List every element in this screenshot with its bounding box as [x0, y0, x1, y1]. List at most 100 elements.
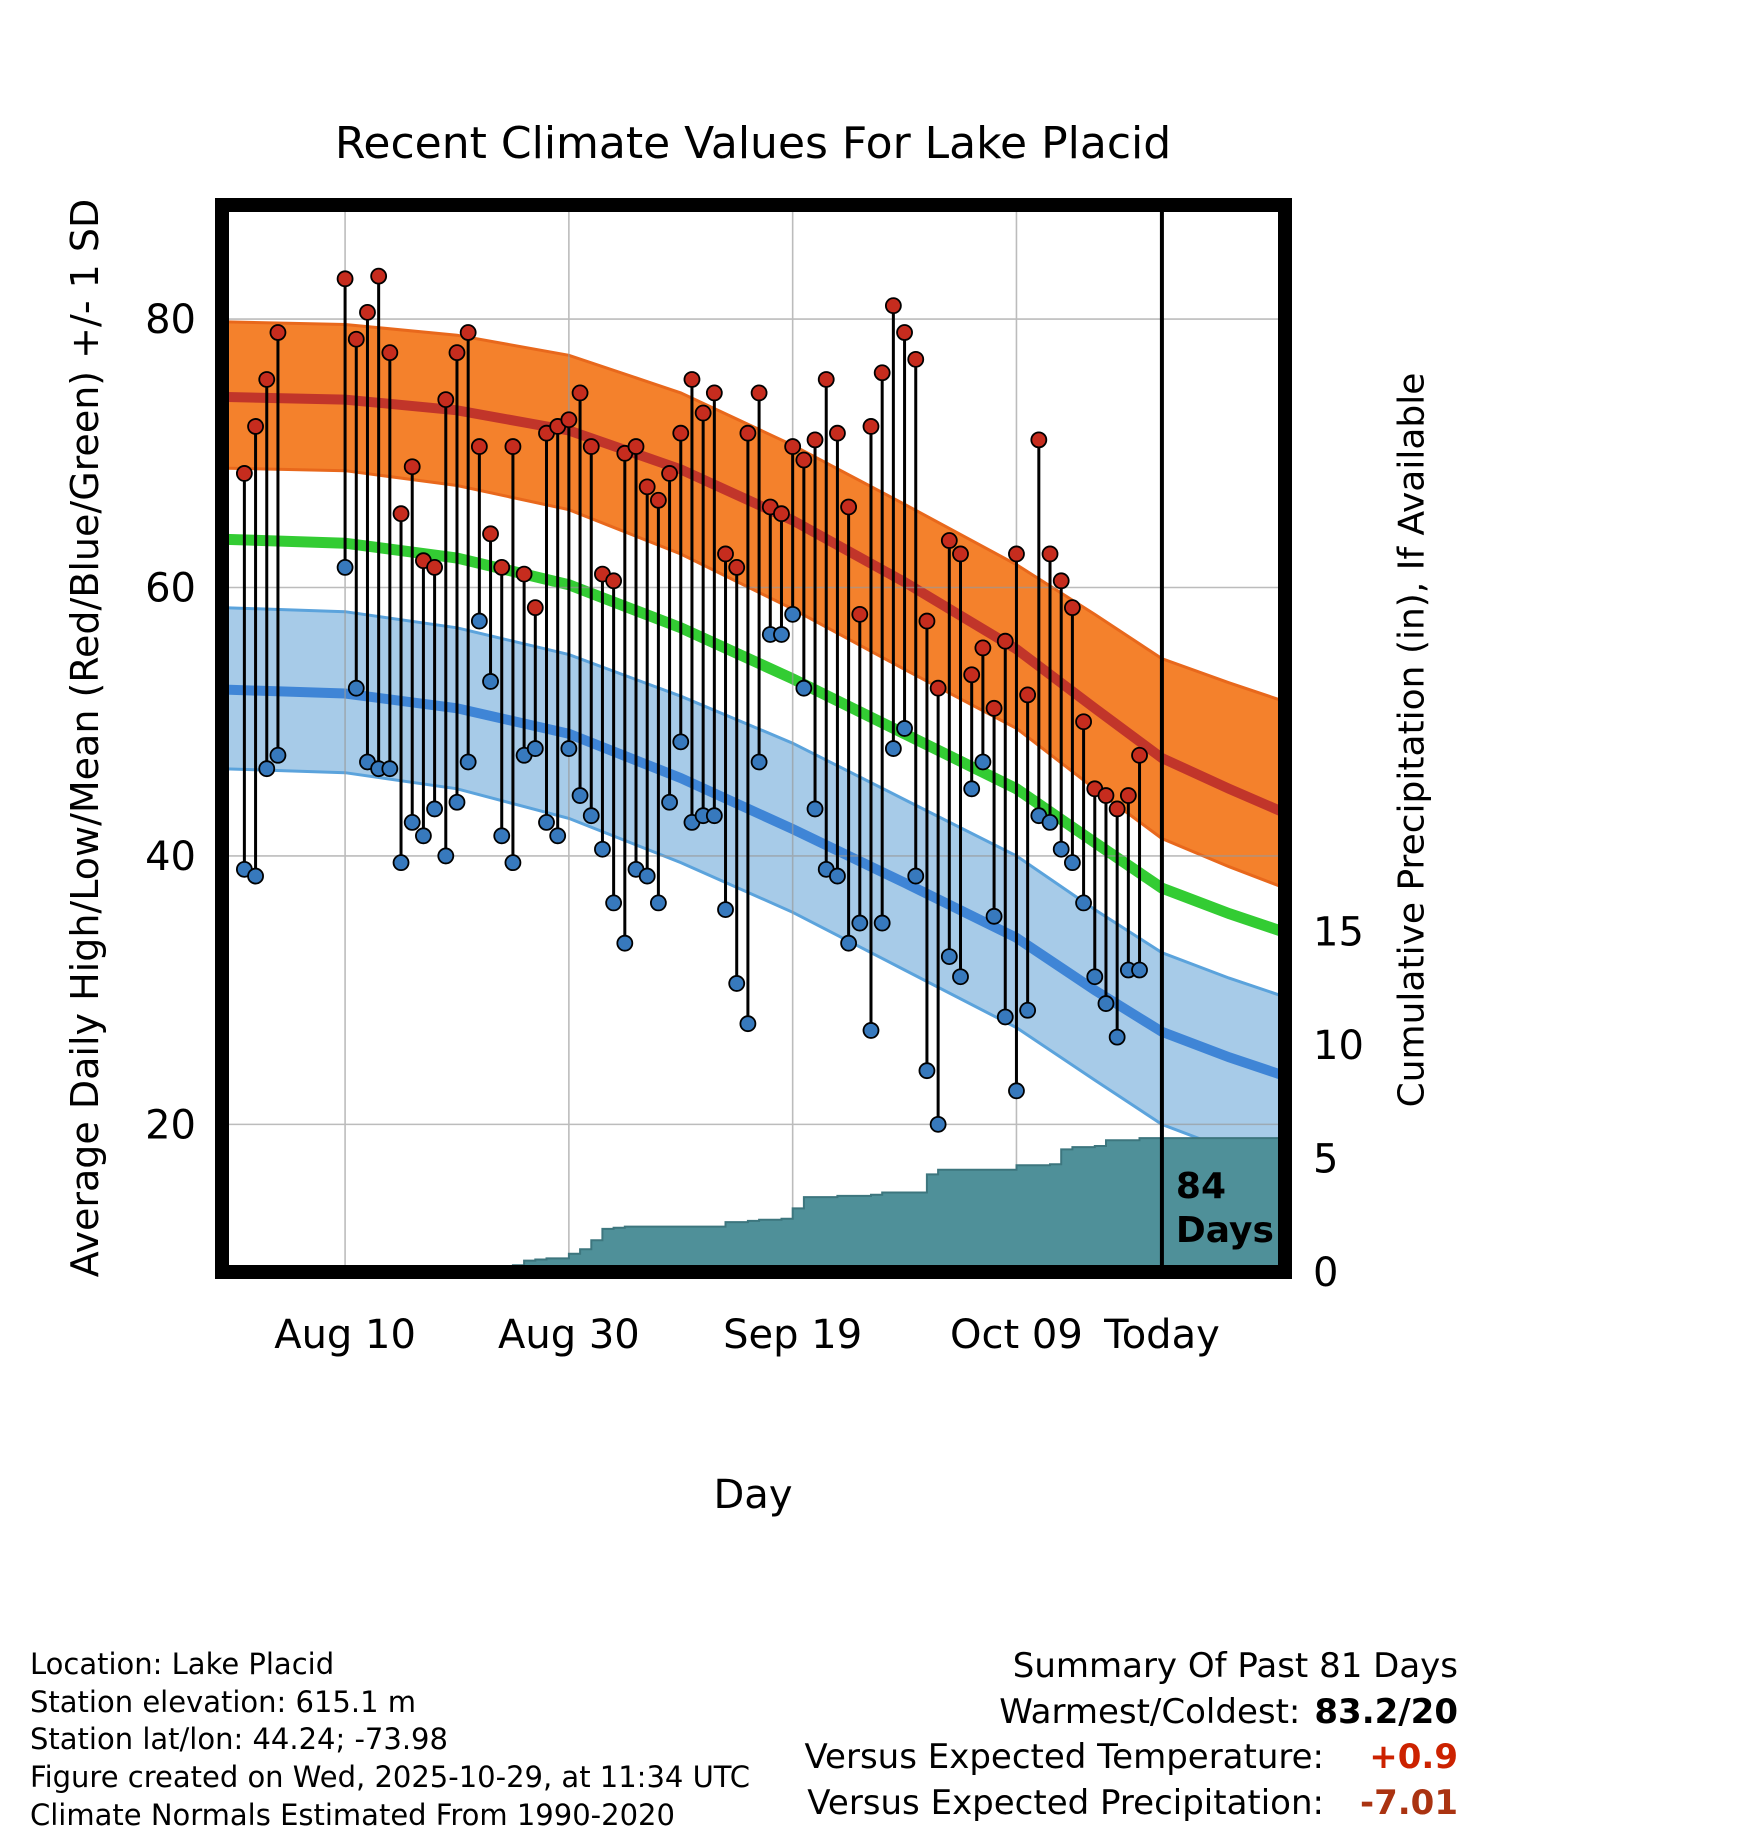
daily-low-dot: [672, 733, 690, 751]
daily-high-dot: [526, 599, 544, 617]
daily-high-dot: [571, 384, 589, 402]
daily-low-dot: [795, 679, 813, 697]
daily-low-dot: [929, 1115, 947, 1133]
daily-high-dot: [459, 324, 477, 341]
daily-high-dot: [940, 532, 958, 549]
left-tick-label: 60: [145, 566, 196, 612]
right-axis-label: Cumulative Precipitation (in), If Availa…: [1391, 372, 1433, 1108]
right-tick-label: 15: [1313, 909, 1364, 955]
summary-vs-precipitation-value: -7.01: [1360, 1782, 1458, 1823]
daily-low-dot: [750, 753, 768, 771]
daily-high-dot: [359, 303, 376, 321]
daily-low-dot: [571, 787, 589, 804]
daily-low-dot: [1008, 1082, 1025, 1100]
daily-high-dot: [403, 458, 421, 476]
daily-low-dot: [347, 679, 365, 697]
normal-bands: [222, 320, 1285, 1171]
daily-high-dot: [515, 565, 533, 583]
daily-high-dot: [1008, 545, 1025, 563]
daily-high-dot: [918, 612, 936, 630]
daily-high-dot: [493, 558, 511, 576]
daily-high-dot: [1075, 713, 1092, 731]
daily-high-dot: [504, 438, 522, 455]
daily-low-dot: [661, 793, 678, 811]
summary-vs-temperature-label: Versus Expected Temperature:: [804, 1737, 1324, 1778]
daily-low-dot: [247, 867, 264, 885]
daily-low-dot: [381, 760, 399, 778]
daily-high-dot: [963, 666, 981, 684]
summary-vs-precipitation: Versus Expected Precipitation: -7.01: [804, 1781, 1458, 1827]
daily-high-dot: [907, 350, 925, 368]
daily-high-dot: [1108, 800, 1126, 818]
daily-high-dot: [829, 424, 846, 442]
x-tick-label: Aug 10: [274, 1312, 416, 1358]
daily-high-dot: [470, 438, 488, 455]
daily-high-dot: [717, 545, 734, 563]
daily-high-dot: [750, 384, 768, 402]
x-tick-label: Sep 19: [723, 1312, 862, 1358]
daily-low-dot: [616, 934, 634, 952]
daily-low-dot: [392, 854, 410, 872]
daily-high-dot: [1030, 431, 1048, 449]
daily-high-dot: [247, 418, 264, 435]
daily-low-dot: [773, 626, 790, 643]
daily-low-dot: [739, 1015, 757, 1033]
metadata-location: Location: Lake Placid: [30, 1647, 335, 1681]
right-tick-label: 5: [1313, 1136, 1338, 1182]
left-tick-label: 80: [145, 297, 196, 343]
daily-high-dot: [482, 525, 499, 543]
metadata-elevation: Station elevation: 615.1 m: [30, 1684, 417, 1719]
daily-high-dot: [851, 605, 869, 623]
daily-low-dot: [940, 948, 958, 965]
daily-low-dot: [437, 847, 455, 865]
daily-low-dot: [963, 780, 981, 798]
daily-low-dot: [549, 827, 567, 845]
daily-high-dot: [974, 639, 992, 657]
daily-low-dot: [1086, 968, 1104, 986]
left-tick-label: 20: [145, 1102, 196, 1148]
daily-high-dot: [1041, 545, 1059, 563]
daily-high-dot: [426, 558, 444, 576]
daily-low-dot: [560, 740, 578, 757]
x-tick-label: Oct 09: [950, 1312, 1083, 1358]
daily-high-dot: [806, 431, 824, 449]
daily-low-dot: [269, 746, 287, 764]
daily-low-dot: [996, 1008, 1014, 1026]
right-tick-label: 10: [1313, 1023, 1364, 1069]
axis-tick-labels: 20 40 60 80 0 5 10 15 Aug 10 Aug 30 Sep 19 Oct 09 To…: [145, 297, 1364, 1358]
daily-high-dot: [773, 505, 790, 523]
daily-low-dot: [594, 840, 611, 858]
plot-border: [215, 198, 1292, 1279]
figure-metadata: Location: Lake Placid Station elevation:…: [30, 1646, 750, 1834]
svg-text:Days: Days: [1176, 1210, 1274, 1251]
daily-high-dot: [705, 384, 723, 402]
daily-low-dot: [493, 827, 511, 845]
daily-high-dot: [985, 699, 1003, 717]
svg-text:84: 84: [1176, 1166, 1226, 1207]
daily-low-dot: [582, 807, 600, 825]
daily-high-dot: [347, 330, 365, 348]
daily-high-dot: [884, 297, 902, 315]
daily-high-dot: [929, 679, 947, 697]
daily-high-dot: [1019, 686, 1037, 704]
summary-vs-temperature: Versus Expected Temperature: +0.9: [804, 1735, 1458, 1781]
summary-vs-temperature-value: +0.9: [1369, 1737, 1458, 1778]
daily-high-dot: [627, 438, 645, 455]
daily-low-dot: [638, 867, 656, 885]
daily-high-dot: [739, 424, 757, 442]
daily-low-dot: [538, 813, 555, 831]
left-tick-label: 40: [145, 834, 196, 880]
chart-title: Recent Climate Values For Lake Placid: [334, 118, 1172, 169]
daily-low-dot: [829, 867, 846, 885]
daily-high-dot: [638, 478, 656, 496]
right-tick-label: 0: [1313, 1250, 1338, 1296]
daily-high-dot: [392, 505, 410, 523]
daily-low-dot: [470, 612, 488, 630]
daily-low-dot: [448, 793, 466, 811]
summary-title: Summary Of Past 81 Days: [1012, 1646, 1458, 1686]
daily-low-dot: [952, 968, 969, 986]
daily-high-dot: [1097, 787, 1115, 804]
x-tick-label: Today: [1103, 1312, 1220, 1358]
